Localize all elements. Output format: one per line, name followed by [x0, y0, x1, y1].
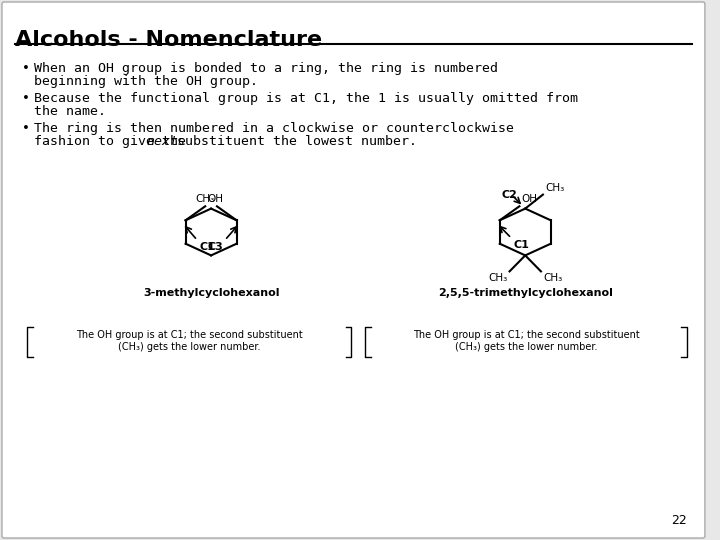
Text: Alcohols - Nomenclature: Alcohols - Nomenclature — [14, 30, 322, 50]
Text: C2: C2 — [502, 190, 518, 200]
Text: beginning with the OH group.: beginning with the OH group. — [35, 75, 258, 88]
Text: 22: 22 — [672, 514, 687, 527]
Text: The ring is then numbered in a clockwise or counterclockwise: The ring is then numbered in a clockwise… — [35, 122, 514, 135]
Text: 3-methylcyclohexanol: 3-methylcyclohexanol — [143, 288, 279, 298]
Text: The OH group is at C1; the second substituent
(CH₃) gets the lower number.: The OH group is at C1; the second substi… — [413, 330, 639, 352]
Text: next: next — [147, 135, 179, 148]
Text: The OH group is at C1; the second substituent
(CH₃) gets the lower number.: The OH group is at C1; the second substi… — [76, 330, 303, 352]
Text: •: • — [22, 122, 30, 135]
Text: OH: OH — [521, 194, 537, 204]
Text: CH₃: CH₃ — [488, 273, 508, 284]
Text: CH₃: CH₃ — [196, 194, 215, 204]
Text: C3: C3 — [207, 242, 223, 252]
Text: substituent the lowest number.: substituent the lowest number. — [169, 135, 417, 148]
Text: CH₃: CH₃ — [543, 273, 562, 284]
Text: OH: OH — [207, 194, 223, 204]
Text: C1: C1 — [513, 240, 529, 251]
Text: •: • — [22, 92, 30, 105]
Text: •: • — [22, 62, 30, 75]
Text: the name.: the name. — [35, 105, 107, 118]
Text: C1: C1 — [199, 242, 215, 252]
Text: CH₃: CH₃ — [545, 183, 564, 193]
Text: 2,5,5-trimethylcyclohexanol: 2,5,5-trimethylcyclohexanol — [438, 288, 613, 298]
Text: fashion to give the: fashion to give the — [35, 135, 194, 148]
FancyBboxPatch shape — [2, 2, 705, 538]
Text: Because the functional group is at C1, the 1 is usually omitted from: Because the functional group is at C1, t… — [35, 92, 578, 105]
Text: When an OH group is bonded to a ring, the ring is numbered: When an OH group is bonded to a ring, th… — [35, 62, 498, 75]
